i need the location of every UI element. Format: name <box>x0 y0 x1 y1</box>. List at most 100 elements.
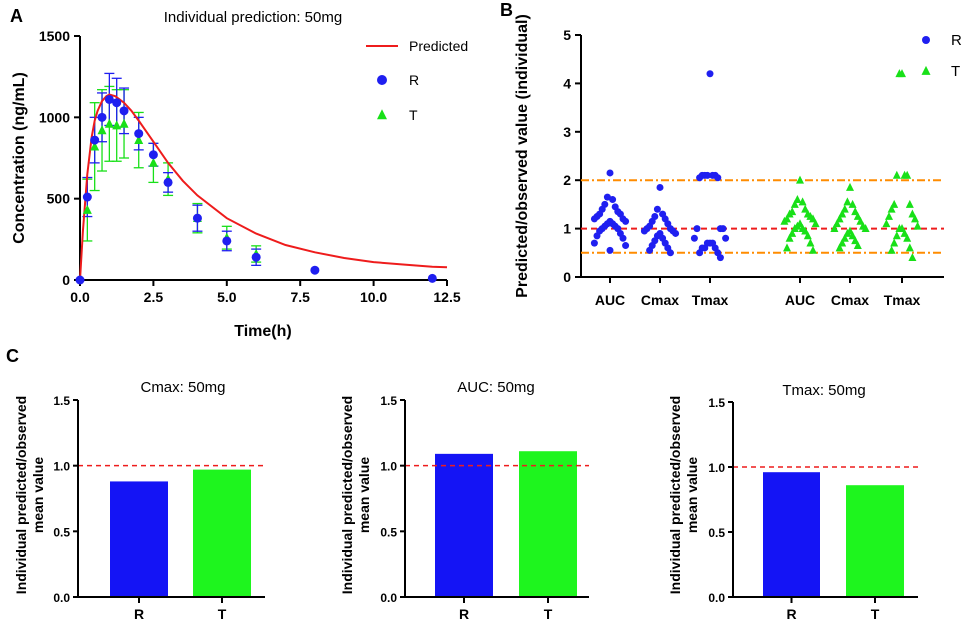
panel-b-legend-r-marker <box>922 36 930 44</box>
panel-a-legend-r-marker <box>377 75 387 85</box>
panel-b-point-t-cmax <box>843 228 852 237</box>
panel-b-point-t-auc <box>790 199 799 208</box>
panel-c-x-tick-label: R <box>786 606 796 622</box>
panel-a-point-t <box>90 141 100 151</box>
panel-b-point-t-auc <box>801 204 810 213</box>
panel-c-bar-r <box>763 472 820 597</box>
panel-a-point-r <box>222 236 232 246</box>
panel-label-a: A <box>10 6 23 26</box>
panel-b-point-t-cmax <box>840 204 849 213</box>
panel-c-bar-t <box>193 469 251 597</box>
panel-b-point-t-tmax <box>892 231 901 240</box>
panel-a-y-tick-label: 0 <box>62 272 70 288</box>
panel-a-point-r <box>148 150 158 160</box>
panel-b-point-r-tmax <box>714 174 722 182</box>
panel-b-x-tick-label: Tmax <box>692 292 729 308</box>
panel-b-point-t-auc <box>803 231 812 240</box>
panel-a-x-tick-label: 7.5 <box>290 289 310 305</box>
panel-b-point-r-auc <box>622 217 630 225</box>
panel-b-point-t-cmax <box>840 233 849 242</box>
panel-a-point-r <box>104 94 114 104</box>
panel-b-point-r-auc <box>593 232 601 240</box>
panel-label-c: C <box>6 346 19 366</box>
panel-a-point-r <box>82 192 92 202</box>
panel-c-bar-r <box>110 481 168 597</box>
panel-b-point-r-auc <box>622 242 630 250</box>
panel-c-y-tick-label: 1.0 <box>53 460 70 474</box>
panel-b-point-t-auc <box>811 219 820 228</box>
panel-c-title-1: AUC: 50mg <box>457 379 535 396</box>
panel-b-point-t-cmax <box>848 231 857 240</box>
panel-c-y-tick-label: 1.5 <box>708 396 725 410</box>
panel-a-point-t <box>82 204 92 214</box>
panel-b-point-t-tmax <box>913 221 922 230</box>
panel-b-point-r-tmax <box>716 254 724 262</box>
panel-b-point-t-tmax <box>895 69 904 78</box>
panel-c-x-tick-label: T <box>544 606 553 622</box>
panel-b-point-r-tmax <box>693 225 701 233</box>
panel-b-point-t-tmax <box>903 170 912 179</box>
panel-b-point-r-cmax <box>646 246 654 254</box>
panel-b-point-r-cmax <box>640 227 648 235</box>
panel-c-x-tick-label: R <box>134 606 144 622</box>
panel-a-legend-t-marker <box>377 109 387 120</box>
panel-b-point-t-cmax <box>856 216 865 225</box>
panel-c-x-tick-label: T <box>871 606 880 622</box>
panel-b-point-t-auc <box>780 216 789 225</box>
panel-b-point-t-cmax <box>851 207 860 216</box>
panel-a-point-t <box>119 118 129 128</box>
panel-b-point-t-tmax <box>911 214 919 223</box>
panel-a-point-r <box>427 273 437 283</box>
panel-b-point-t-cmax <box>848 199 857 208</box>
panel-b-point-t-auc <box>798 197 807 206</box>
panel-a-point-r <box>90 135 100 145</box>
panel-a-x-tick-label: 5.0 <box>217 289 237 305</box>
panel-b-point-t-cmax <box>835 243 844 252</box>
panel-a-x-tick-label: 2.5 <box>144 289 164 305</box>
panel-b-point-r-cmax <box>653 205 661 213</box>
panel-b-point-t-cmax <box>853 240 862 249</box>
panel-b-point-t-auc <box>790 224 799 233</box>
panel-b-point-t-auc <box>796 175 804 184</box>
panel-c-title-2: Tmax: 50mg <box>782 382 865 399</box>
panel-b-point-r-auc <box>590 239 598 247</box>
panel-a-point-t <box>104 118 114 128</box>
panel-b-point-t-auc <box>793 195 802 203</box>
panel-b-point-t-tmax <box>905 243 914 252</box>
panel-c-y-label: Individual predicted/observed mean value <box>339 396 372 594</box>
panel-b-x-tick-label: Cmax <box>831 292 869 308</box>
panel-b-point-t-tmax <box>905 199 914 208</box>
panel-b-point-t-cmax <box>846 182 854 191</box>
panel-b-point-t-auc <box>806 238 815 247</box>
panel-b-point-t-tmax <box>890 238 899 247</box>
panel-c-y-label-line2: mean value <box>30 457 46 533</box>
panel-c-y-label-line1: Individual predicted/observed <box>667 396 683 594</box>
panel-c-y-label-line1: Individual predicted/observed <box>13 396 29 594</box>
panel-b-point-t-tmax <box>882 219 891 228</box>
panel-c-y-label-line2: mean value <box>356 457 372 533</box>
panel-b-point-t-auc <box>785 209 794 218</box>
panel-b-point-r-auc <box>609 196 617 204</box>
panel-a-legend-r: R <box>409 72 419 88</box>
panel-b-legend-t: T <box>951 63 960 80</box>
panel-c-x-tick-label: R <box>459 606 469 622</box>
panel-b-point-r-tmax <box>722 234 730 242</box>
panel-b-point-t-auc <box>783 243 791 252</box>
panel-b-y-label: Predicted/observed value (individual) <box>514 14 531 298</box>
panel-c-y-tick-label: 0.5 <box>380 525 397 539</box>
panel-c-y-tick-label: 0.0 <box>708 591 725 605</box>
panel-a-point-r <box>192 213 202 223</box>
panel-c-y-tick-label: 0.0 <box>380 591 397 605</box>
panel-b-point-t-tmax <box>887 245 896 254</box>
panel-b-point-r-cmax <box>666 249 674 257</box>
panel-b-point-t-auc <box>788 228 797 237</box>
panel-b-point-t-cmax <box>851 236 860 245</box>
panel-b-point-t-tmax <box>900 228 909 237</box>
panel-c-y-label-line1: Individual predicted/observed <box>339 396 355 594</box>
panel-a-y-tick-label: 500 <box>47 191 71 207</box>
panel-a-point-r <box>310 265 320 275</box>
panel-b-point-r-tmax <box>696 174 704 182</box>
panel-b-x-tick-label: Cmax <box>641 292 679 308</box>
panel-b-point-t-tmax <box>903 233 912 242</box>
panel-b-point-r-auc <box>619 234 627 242</box>
